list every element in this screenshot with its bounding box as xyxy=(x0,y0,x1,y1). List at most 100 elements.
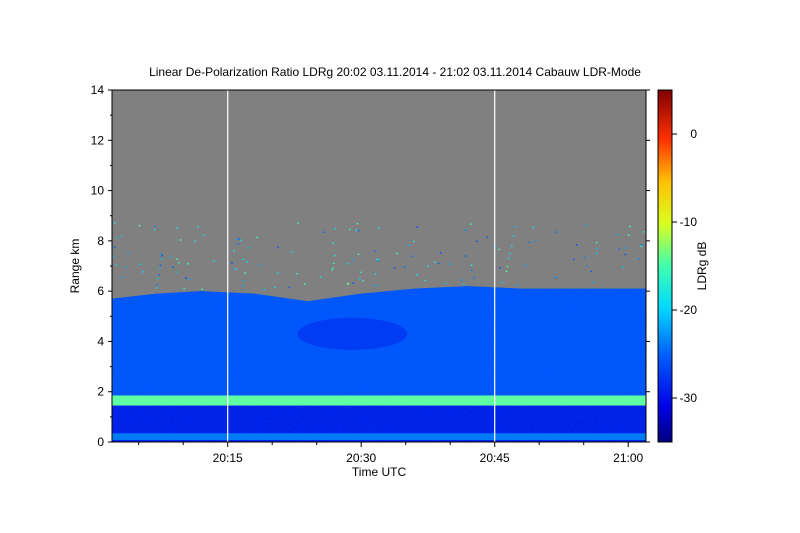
sparse-echo xyxy=(352,258,355,261)
sparse-echo xyxy=(331,269,333,271)
sparse-echoes xyxy=(112,222,646,291)
sparse-echo xyxy=(440,251,442,254)
y-tick-label: 14 xyxy=(91,83,105,97)
sparse-echo xyxy=(194,240,196,243)
sparse-echo xyxy=(333,262,335,265)
y-tick-label: 10 xyxy=(91,184,105,198)
colorbar xyxy=(657,89,673,443)
sparse-echo xyxy=(377,258,379,260)
sparse-echo xyxy=(332,267,334,269)
sparse-echo xyxy=(124,266,127,269)
sparse-echo xyxy=(242,285,244,287)
colorbar-ticks: 0 -10 -20 -30 xyxy=(672,127,697,405)
sparse-echo xyxy=(499,266,501,269)
sparse-echo xyxy=(532,226,534,228)
sparse-echo xyxy=(396,252,398,255)
sparse-echo xyxy=(127,252,129,254)
sparse-echo xyxy=(347,282,350,285)
sparse-echo xyxy=(248,246,250,249)
sparse-echo xyxy=(274,286,276,289)
sparse-echo xyxy=(640,243,643,246)
sparse-echo xyxy=(505,270,508,272)
sparse-echo xyxy=(263,288,266,291)
sparse-echo xyxy=(319,276,322,278)
x-tick-label: 20:45 xyxy=(480,451,510,465)
sparse-echo xyxy=(231,262,233,264)
sparse-echo xyxy=(347,283,349,285)
sparse-echo xyxy=(161,255,163,257)
chart-title: Linear De-Polarization Ratio LDRg 20:02 … xyxy=(149,65,641,79)
sparse-echo xyxy=(245,261,248,263)
sparse-echo xyxy=(235,268,237,270)
sparse-echo xyxy=(303,283,306,285)
sparse-echo xyxy=(236,238,238,240)
reflectivity-field xyxy=(112,286,646,442)
sparse-echo xyxy=(176,258,178,260)
sparse-echo xyxy=(349,228,351,231)
sparse-echo xyxy=(175,271,178,273)
sparse-echo xyxy=(256,236,258,239)
y-tick-label: 8 xyxy=(97,234,104,248)
sparse-echo xyxy=(242,258,244,260)
sparse-echo xyxy=(120,235,123,237)
sparse-echo xyxy=(617,234,619,236)
sparse-echo xyxy=(142,271,144,273)
near-surface-clutter xyxy=(112,433,646,440)
sparse-echo xyxy=(374,273,377,275)
sparse-echo xyxy=(411,255,413,258)
sparse-echo xyxy=(463,283,465,285)
sparse-echo xyxy=(437,262,440,264)
sparse-echo xyxy=(233,250,235,252)
sparse-echo xyxy=(359,278,361,280)
sparse-echo xyxy=(584,256,586,259)
sparse-echo xyxy=(555,231,558,233)
sparse-echo xyxy=(357,229,360,232)
sparse-echo xyxy=(179,239,182,241)
sparse-echo xyxy=(159,264,162,267)
sparse-echo xyxy=(627,234,630,236)
sparse-echo xyxy=(234,268,236,270)
sparse-echo xyxy=(643,231,645,233)
sparse-echo xyxy=(114,246,116,249)
sparse-echo xyxy=(416,274,418,276)
sparse-echo xyxy=(170,256,172,258)
sparse-echo xyxy=(434,261,436,263)
colorbar-tick-label: -30 xyxy=(680,391,698,405)
sparse-echo xyxy=(464,255,467,257)
sparse-echo xyxy=(512,235,515,237)
sparse-echo xyxy=(296,272,298,275)
sparse-echo xyxy=(240,239,242,242)
colorbar-label: LDRg dB xyxy=(695,242,709,291)
sparse-echo xyxy=(573,258,575,261)
sparse-echo xyxy=(506,265,509,268)
y-axis-label: Range km xyxy=(68,239,82,294)
sparse-echo xyxy=(618,248,621,250)
sparse-echo xyxy=(534,240,536,243)
sparse-echo xyxy=(276,272,279,274)
sparse-echo xyxy=(197,226,199,228)
sparse-echo xyxy=(575,244,578,246)
sparse-echo xyxy=(244,272,246,274)
sparse-echo xyxy=(355,229,358,231)
sparse-echo xyxy=(413,240,415,243)
sparse-echo xyxy=(470,264,473,266)
sparse-echo xyxy=(445,282,447,285)
y-tick-label: 12 xyxy=(91,133,105,147)
sparse-echo xyxy=(516,284,518,286)
sparse-echo xyxy=(183,287,185,290)
y-axis: 0 2 4 6 8 10 12 14 xyxy=(91,83,650,449)
x-tick-label: 20:15 xyxy=(213,451,243,465)
sparse-echo xyxy=(202,234,205,237)
sparse-echo xyxy=(362,280,364,282)
sparse-echo xyxy=(514,225,517,228)
sparse-echo xyxy=(332,242,334,244)
sparse-echo xyxy=(470,269,473,272)
sparse-echo xyxy=(356,223,359,225)
x-axis: 20:15 20:30 20:45 21:00 xyxy=(138,442,644,465)
sparse-echo xyxy=(500,281,503,284)
sparse-echo xyxy=(291,250,293,253)
sparse-echo xyxy=(160,258,163,260)
data-gaps xyxy=(227,90,496,442)
sparse-echo xyxy=(112,255,114,258)
